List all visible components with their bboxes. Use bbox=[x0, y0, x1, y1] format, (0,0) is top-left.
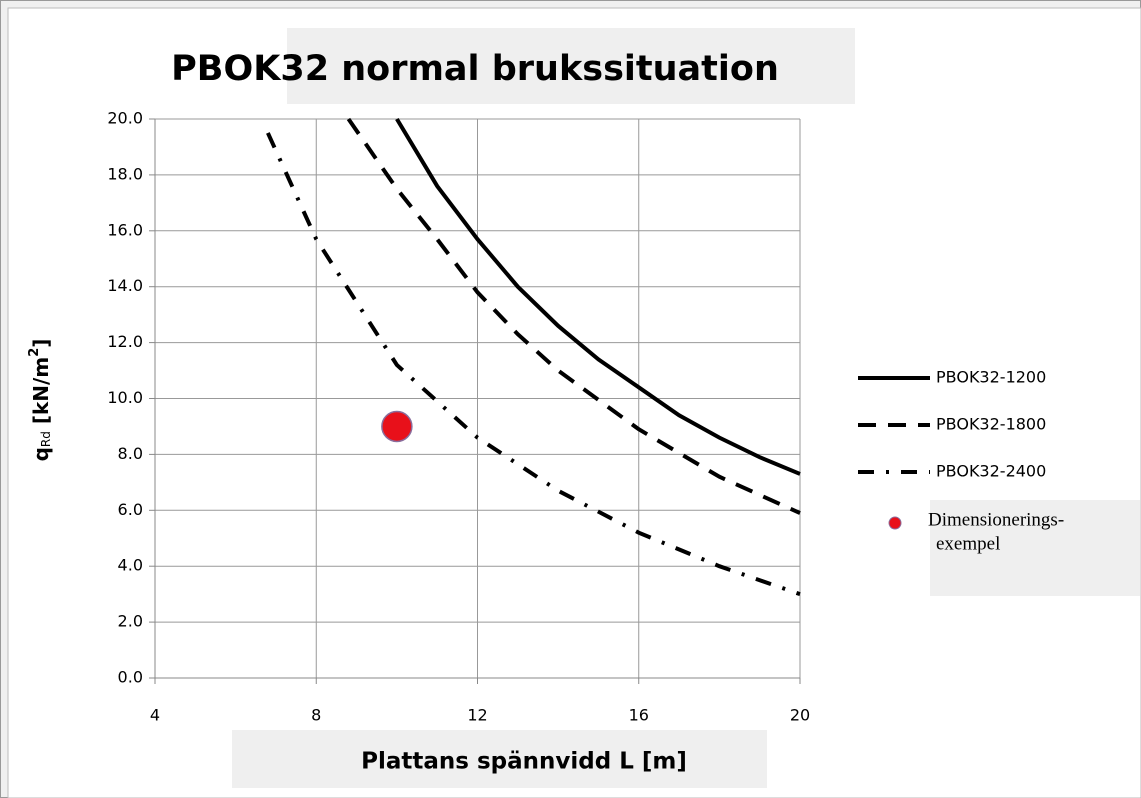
x-tick-label: 8 bbox=[311, 706, 321, 725]
x-tick-label: 16 bbox=[629, 706, 649, 725]
series-line bbox=[346, 117, 801, 515]
legend-label: PBOK32-1800 bbox=[936, 415, 1046, 434]
legend-label: exempel bbox=[936, 533, 1000, 554]
chart-title: PBOK32 normal brukssituation bbox=[171, 49, 779, 89]
chart-area bbox=[7, 7, 1141, 798]
series-line bbox=[266, 132, 801, 597]
y-tick-label: 10.0 bbox=[107, 388, 143, 407]
y-label-sub: Rd bbox=[39, 431, 53, 447]
series-line bbox=[395, 117, 801, 476]
y-tick-label: 12.0 bbox=[107, 332, 143, 351]
x-tick-label: 12 bbox=[467, 706, 487, 725]
y-tick-label: 8.0 bbox=[118, 444, 143, 463]
y-axis-label: qRd [kN/m2] bbox=[27, 339, 53, 462]
y-tick-label: 18.0 bbox=[107, 164, 143, 183]
x-tick-label: 20 bbox=[790, 706, 810, 725]
title-box bbox=[287, 28, 855, 104]
y-label-part: q bbox=[29, 447, 53, 461]
y-tick-label: 0.0 bbox=[118, 668, 143, 687]
legend-label: PBOK32-1200 bbox=[936, 368, 1046, 387]
y-tick-label: 14.0 bbox=[107, 276, 143, 295]
y-tick-label: 6.0 bbox=[118, 500, 143, 519]
y-tick-label: 4.0 bbox=[118, 556, 143, 575]
y-label-part: [kN/m bbox=[29, 357, 53, 431]
y-tick-label: 2.0 bbox=[118, 612, 143, 631]
x-axis-label: Plattans spännvidd L [m] bbox=[361, 749, 687, 775]
example-point bbox=[381, 410, 413, 443]
legend-swatch bbox=[888, 516, 902, 530]
legend-label: Dimensionerings- bbox=[928, 509, 1064, 530]
x-tick-label: 4 bbox=[150, 706, 160, 725]
legend-label: PBOK32-2400 bbox=[936, 462, 1046, 481]
y-label-part: ] bbox=[29, 339, 53, 348]
xlabel-box bbox=[232, 730, 767, 788]
y-label-sup: 2 bbox=[27, 348, 42, 357]
legend-box bbox=[930, 500, 1140, 596]
y-tick-label: 20.0 bbox=[107, 109, 143, 128]
y-tick-label: 16.0 bbox=[107, 220, 143, 239]
